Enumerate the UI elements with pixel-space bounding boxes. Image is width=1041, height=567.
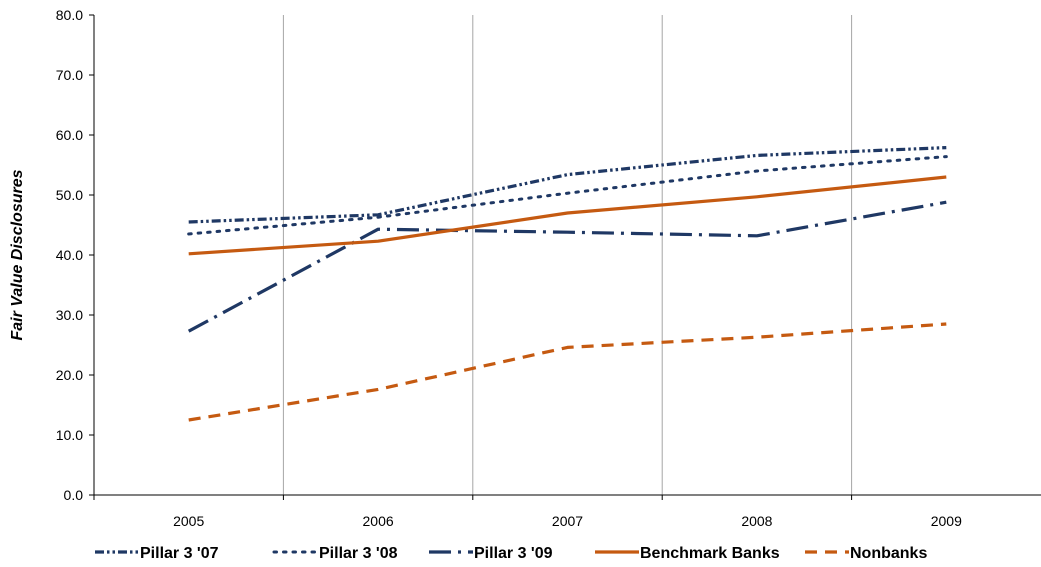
y-tick-label: 10.0: [56, 427, 83, 443]
x-axis-ticks: 2005 2006 2007 2008 2009: [173, 495, 962, 529]
series-layer: [187, 146, 948, 422]
x-tick-label: 2009: [931, 513, 962, 529]
series-line-nonbanks: [188, 322, 947, 422]
y-tick-label: 60.0: [56, 127, 83, 143]
y-tick-label: 20.0: [56, 367, 83, 383]
x-tick-label: 2005: [173, 513, 204, 529]
legend-label: Benchmark Banks: [640, 545, 780, 562]
axes: [93, 15, 1041, 500]
y-axis-ticks: 0.0 10.0 20.0 30.0 40.0 50.0 60.0 70.0 80.0: [56, 7, 94, 503]
x-tick-label: 2008: [741, 513, 772, 529]
x-tick-label: 2007: [552, 513, 583, 529]
series-line-pillar-3-08: [187, 155, 948, 236]
legend-label: Pillar 3 '07: [140, 545, 219, 562]
legend-label: Pillar 3 '08: [319, 545, 398, 562]
y-tick-label: 50.0: [56, 187, 83, 203]
y-tick-label: 80.0: [56, 7, 83, 23]
legend: Pillar 3 '07 Pillar 3 '08 Pillar 3 '09 Benc…: [95, 545, 927, 562]
series-line-pillar-3-09: [187, 200, 947, 333]
y-tick-label: 70.0: [56, 67, 83, 83]
series-line-benchmark-banks: [188, 175, 947, 256]
x-tick-label: 2006: [363, 513, 394, 529]
y-tick-label: 40.0: [56, 247, 83, 263]
legend-label: Pillar 3 '09: [474, 545, 553, 562]
series-line-pillar-3-07: [188, 146, 947, 224]
legend-label: Nonbanks: [850, 545, 927, 562]
y-tick-label: 0.0: [64, 487, 84, 503]
y-axis-title: Fair Value Disclosures: [9, 169, 26, 340]
y-tick-label: 30.0: [56, 307, 83, 323]
gridlines: [282, 15, 853, 495]
